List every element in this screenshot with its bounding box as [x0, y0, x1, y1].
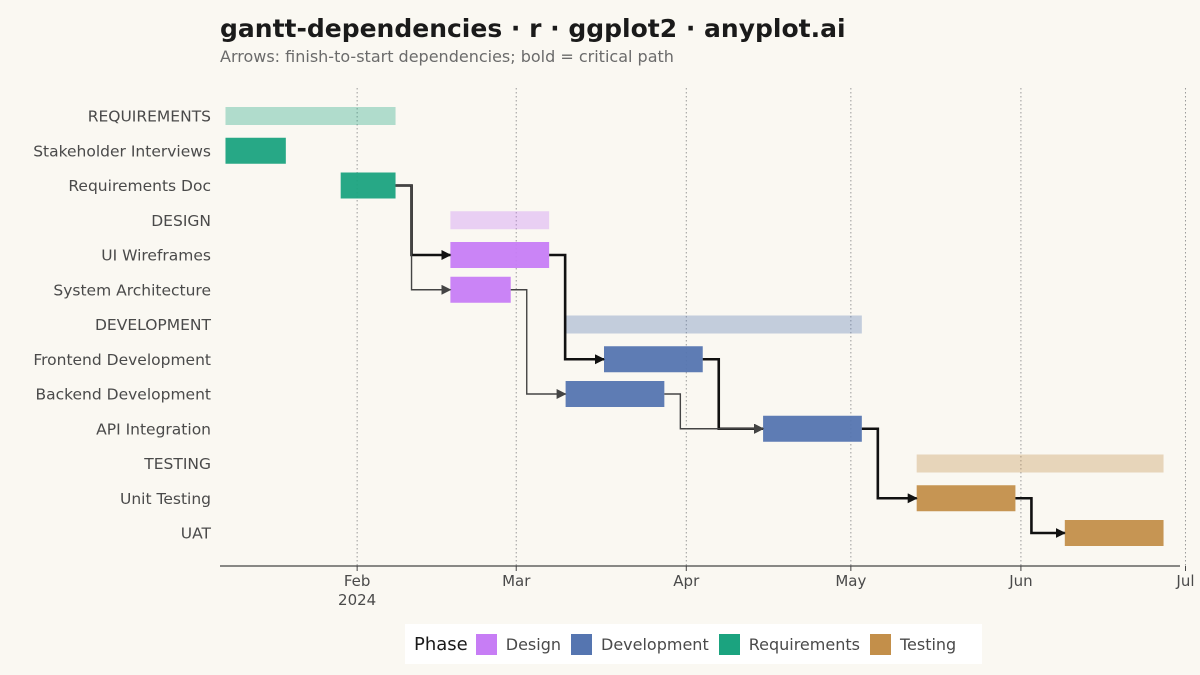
x-tick-label-jun: Jun	[1008, 572, 1032, 590]
phase-bar-requirements	[225, 107, 396, 125]
task-bar-uat	[1064, 520, 1164, 546]
row-label-design: DESIGN	[151, 212, 211, 230]
legend-item-requirements: Requirements	[718, 633, 860, 655]
task-bar-ui-wireframes	[450, 242, 550, 268]
row-label-system-architecture: System Architecture	[53, 281, 211, 299]
task-bar-backend-development	[565, 381, 665, 407]
task-bar-api-integration	[763, 415, 862, 442]
legend-item-development: Development	[571, 633, 709, 655]
legend-key-development	[571, 633, 592, 655]
legend-label-development: Development	[601, 634, 709, 654]
phase-bar-design	[450, 211, 550, 230]
row-label-testing: TESTING	[143, 455, 211, 473]
row-label-backend-development: Backend Development	[35, 386, 211, 404]
x-tick-label-jul: Jul	[1175, 572, 1194, 590]
row-label-frontend-development: Frontend Development	[33, 351, 211, 369]
phase-bar-testing	[916, 454, 1164, 473]
dependency-arrow-backend-development-to-api-integration	[664, 393, 765, 434]
legend-item-design: Design	[475, 633, 561, 655]
row-label-requirements-doc: Requirements Doc	[68, 177, 211, 195]
dependency-arrow-requirements-doc-to-system-architecture	[395, 184, 452, 295]
row-label-unit-testing: Unit Testing	[120, 490, 211, 508]
legend-title: Phase	[414, 633, 468, 655]
x-tick-sublabel-feb: 2024	[338, 591, 376, 609]
row-label-development: DEVELOPMENT	[95, 316, 212, 334]
task-bar-requirements-doc	[340, 172, 396, 199]
legend-label-design: Design	[505, 634, 561, 654]
legend-key-testing	[869, 633, 891, 655]
legend: Phase Design Development Requirements Testi…	[405, 624, 982, 664]
phase-bar-development	[565, 315, 862, 334]
legend-key-requirements	[718, 633, 740, 655]
dependency-arrow-unit-testing-to-uat	[1015, 496, 1066, 538]
legend-item-testing: Testing	[869, 633, 957, 655]
task-bar-unit-testing	[916, 485, 1016, 512]
row-label-uat: UAT	[181, 525, 212, 543]
legend-key-design	[475, 633, 497, 655]
task-bar-frontend-development	[604, 346, 703, 373]
dependency-arrow-requirements-doc-to-ui-wireframes	[395, 184, 452, 260]
x-tick-label-mar: Mar	[502, 572, 531, 590]
row-label-stakeholder-interviews: Stakeholder Interviews	[33, 142, 211, 160]
chart-subtitle: Arrows: finish-to-start dependencies; bo…	[220, 47, 674, 66]
row-label-api-integration: API Integration	[96, 420, 211, 438]
legend-label-testing: Testing	[899, 634, 957, 654]
dependency-arrow-api-integration-to-unit-testing	[861, 427, 918, 504]
chart-title: gantt-dependencies · r · ggplot2 · anypl…	[220, 14, 846, 43]
dependency-arrow-frontend-development-to-api-integration	[702, 357, 765, 434]
x-tick-label-feb: Feb	[344, 572, 371, 590]
task-bar-stakeholder-interviews	[225, 137, 286, 164]
task-bar-system-architecture	[450, 276, 511, 303]
x-tick-label-apr: Apr	[673, 572, 700, 590]
legend-label-requirements: Requirements	[748, 634, 860, 654]
row-label-requirements: REQUIREMENTS	[88, 108, 211, 126]
row-label-ui-wireframes: UI Wireframes	[101, 247, 211, 265]
x-tick-label-may: May	[835, 572, 866, 590]
dependency-arrow-ui-wireframes-to-frontend-development	[549, 253, 605, 365]
dependency-arrow-system-architecture-to-backend-development	[510, 289, 567, 399]
